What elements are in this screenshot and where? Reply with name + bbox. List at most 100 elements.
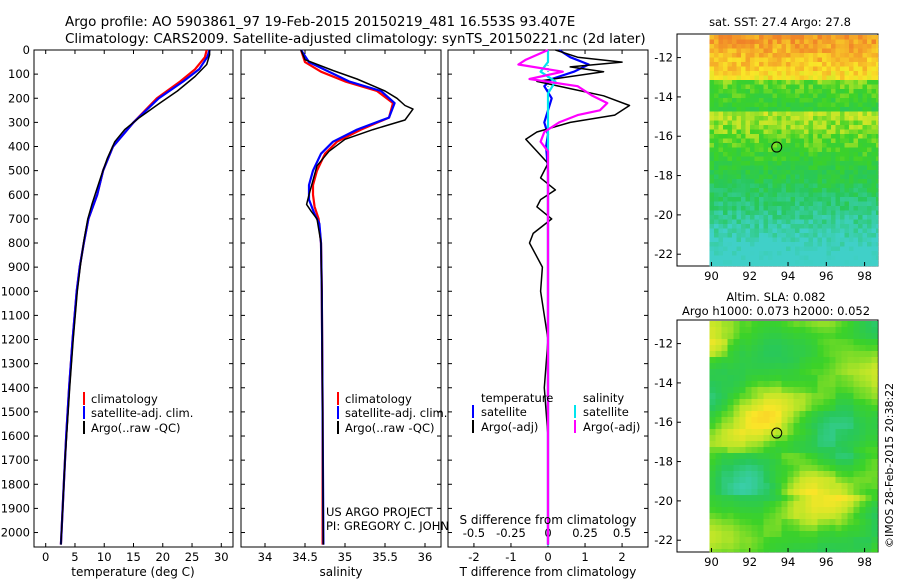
map-y-tick-label: -14 xyxy=(654,376,673,390)
map-cell xyxy=(736,210,742,216)
map-cell xyxy=(732,147,737,153)
map-cell xyxy=(831,237,836,243)
map-cell xyxy=(847,483,854,490)
t-difference-label: T difference from climatology xyxy=(459,565,637,579)
map-cell xyxy=(811,375,818,382)
map-x-tick-label: 98 xyxy=(857,555,872,569)
map-cell xyxy=(741,138,746,144)
map-cell xyxy=(715,345,722,352)
map-cell xyxy=(871,471,878,478)
map-cell xyxy=(759,89,764,94)
map-cell xyxy=(826,57,832,63)
map-cell xyxy=(745,357,752,364)
map-cell xyxy=(759,197,764,202)
map-cell xyxy=(822,57,827,63)
map-cell xyxy=(751,429,758,436)
map-cell xyxy=(751,507,758,514)
map-cell xyxy=(763,417,770,424)
map-x-tick-label: 96 xyxy=(819,555,834,569)
map-cell xyxy=(858,201,863,207)
map-cell xyxy=(727,489,734,496)
map-cell xyxy=(757,393,764,400)
map-cell xyxy=(790,134,796,139)
map-cell xyxy=(858,134,863,139)
map-cell xyxy=(732,80,737,85)
map-cell xyxy=(813,197,818,202)
map-cell xyxy=(736,255,742,261)
map-cell xyxy=(817,242,823,247)
map-cell xyxy=(799,111,805,117)
map-cell xyxy=(732,89,737,94)
map-cell xyxy=(859,471,866,478)
map-cell xyxy=(786,251,791,256)
map-cell xyxy=(831,251,836,256)
map-cell xyxy=(757,537,764,544)
map-cell xyxy=(718,62,724,67)
map-cell xyxy=(867,152,872,157)
map-cell xyxy=(709,429,716,436)
map-cell xyxy=(817,233,823,238)
map-cell xyxy=(835,411,842,418)
map-cell xyxy=(723,215,728,220)
map-cell xyxy=(777,62,782,67)
map-cell xyxy=(718,57,724,63)
map-cell xyxy=(867,264,872,267)
map-cell xyxy=(804,98,809,103)
map-cell xyxy=(751,483,758,490)
map-cell xyxy=(813,102,818,108)
map-cell xyxy=(804,107,809,112)
map-cell xyxy=(736,179,742,184)
map-cell xyxy=(813,215,818,220)
map-cell xyxy=(732,57,737,63)
map-cell xyxy=(835,57,841,63)
map-cell xyxy=(709,75,715,81)
map-cell xyxy=(732,143,737,148)
map-cell xyxy=(772,174,778,180)
map-cell xyxy=(871,495,878,502)
map-cell xyxy=(763,507,770,514)
map-cell xyxy=(745,48,751,54)
map-cell xyxy=(795,206,800,211)
map-cell xyxy=(853,48,859,54)
map-cell xyxy=(862,188,868,193)
map-cell xyxy=(750,242,755,247)
map-cell xyxy=(709,447,716,454)
map-cell xyxy=(813,89,818,94)
x-tick-label: 2 xyxy=(618,550,625,564)
map-cell xyxy=(862,233,868,238)
timestamp: ©IMOS 28-Feb-2015 20:38:22 xyxy=(883,383,896,548)
map-cell xyxy=(757,447,764,454)
map-cell xyxy=(829,393,836,400)
map-cell xyxy=(732,125,737,130)
map-cell xyxy=(714,120,719,126)
map-cell xyxy=(871,116,877,121)
map-cell xyxy=(709,363,716,370)
map-cell xyxy=(786,192,791,198)
map-cell xyxy=(709,251,715,256)
map-cell xyxy=(772,233,778,238)
map-cell xyxy=(754,57,760,63)
map-cell xyxy=(732,210,737,216)
map-cell xyxy=(835,48,841,54)
map-cell xyxy=(781,57,787,63)
map-cell xyxy=(786,174,791,180)
map-cell xyxy=(799,201,805,207)
map-cell xyxy=(817,357,824,364)
map-cell xyxy=(732,237,737,243)
map-cell xyxy=(829,369,836,376)
map-cell xyxy=(808,98,814,103)
map-cell xyxy=(775,369,782,376)
map-cell xyxy=(786,228,791,234)
map-cell xyxy=(835,197,841,202)
map-cell xyxy=(849,215,854,220)
map-cell xyxy=(781,477,788,484)
map-cell xyxy=(754,71,760,76)
map-cell xyxy=(727,215,733,220)
map-cell xyxy=(847,447,854,454)
map-cell xyxy=(775,531,782,538)
map-cell xyxy=(709,465,716,472)
map-cell xyxy=(772,197,778,202)
map-cell xyxy=(736,134,742,139)
map-cell xyxy=(769,525,776,532)
map-cell xyxy=(754,251,760,256)
